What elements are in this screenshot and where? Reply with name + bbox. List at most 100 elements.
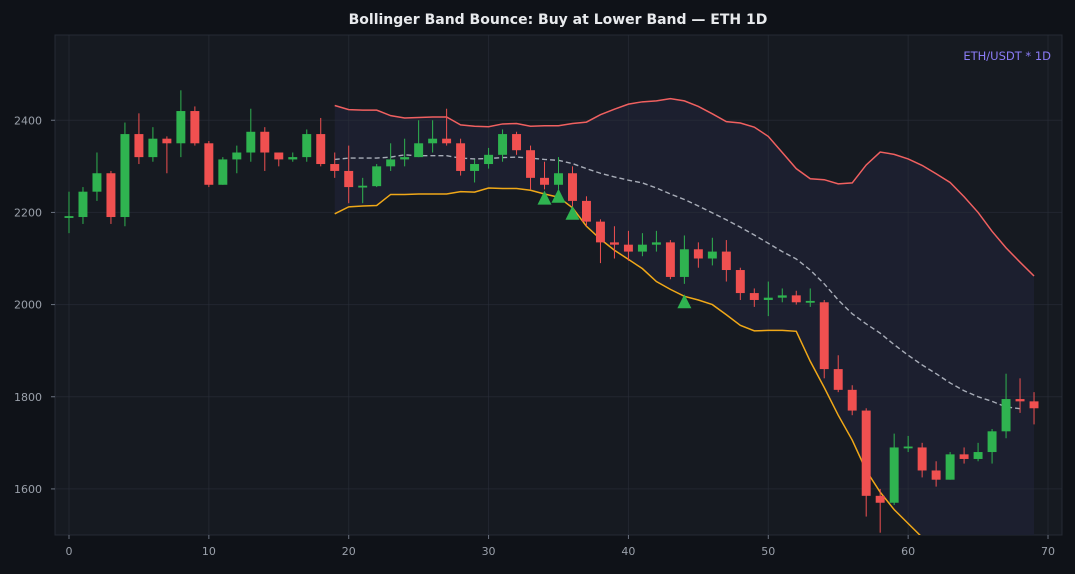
candle-up — [372, 164, 382, 188]
candle-down — [260, 127, 270, 171]
candle-body — [847, 389, 857, 411]
y-tick-label: 2000 — [14, 299, 42, 312]
candle-down — [959, 447, 969, 464]
candle-body — [232, 152, 242, 160]
candle-body — [707, 251, 717, 259]
candle-body — [302, 134, 312, 158]
y-tick-label: 1800 — [14, 391, 42, 404]
candle-body — [763, 297, 773, 300]
candle-body — [484, 154, 494, 165]
candle-body — [274, 152, 284, 160]
chart-title: Bollinger Band Bounce: Buy at Lower Band… — [349, 12, 768, 28]
candle-body — [330, 164, 340, 171]
bollinger-band-fill — [334, 98, 1035, 535]
candle-body — [973, 452, 983, 459]
candle-body — [1001, 399, 1011, 432]
candle-down — [526, 145, 536, 190]
candle-body — [889, 447, 899, 503]
candle-body — [176, 111, 186, 144]
candle-body — [959, 454, 969, 459]
candle-down — [162, 136, 172, 174]
x-tick-label: 20 — [342, 545, 356, 558]
candle-body — [386, 159, 396, 167]
candle-up — [218, 157, 228, 185]
candle-up — [64, 191, 74, 234]
candle-body — [693, 249, 703, 259]
candle-body — [875, 495, 885, 503]
candle-body — [456, 143, 466, 171]
y-tick-label: 2400 — [14, 114, 42, 127]
candle-body — [554, 173, 563, 185]
candle-up — [805, 288, 815, 307]
buy-signal-marker — [537, 190, 552, 205]
candle-up — [414, 120, 424, 158]
candle-up — [358, 177, 368, 204]
candle-down — [595, 219, 605, 264]
candle-body — [861, 410, 871, 496]
candle-body — [623, 244, 633, 252]
candle-body — [651, 242, 661, 245]
x-tick-label: 40 — [621, 545, 635, 558]
candle-body — [106, 173, 116, 218]
x-tick-label: 60 — [901, 545, 915, 558]
candle-up — [763, 281, 773, 317]
candle-down — [344, 145, 354, 204]
candle-body — [819, 302, 829, 370]
candle-body — [679, 249, 689, 277]
candle-body — [92, 173, 102, 192]
candle-down — [623, 230, 633, 261]
candle-up — [232, 145, 242, 174]
candle-down — [721, 240, 731, 282]
candle-body — [903, 446, 913, 449]
candle-body — [218, 159, 228, 185]
buy-signal-marker — [677, 294, 692, 309]
candle-down — [875, 488, 885, 533]
x-tick-label: 0 — [65, 545, 72, 558]
candle-down — [749, 288, 759, 307]
candle-down — [204, 140, 214, 188]
candle-down — [106, 170, 116, 224]
candle-up — [903, 435, 913, 453]
candle-body — [162, 138, 172, 144]
buy-signal-marker — [551, 188, 566, 203]
candle-body — [931, 470, 941, 480]
candle-body — [358, 185, 368, 188]
candle-down — [540, 161, 549, 190]
candle-body — [442, 138, 452, 144]
candle-body — [400, 157, 410, 160]
candle-body — [526, 150, 536, 178]
candle-down — [134, 113, 144, 165]
candle-down — [1029, 392, 1039, 425]
candle-body — [470, 164, 480, 171]
candle-up — [889, 433, 899, 506]
candle-body — [78, 191, 88, 218]
candle-up — [777, 288, 787, 303]
candle-body — [945, 454, 955, 480]
candle-body — [260, 131, 270, 153]
candle-down — [819, 299, 829, 379]
candle-down — [442, 108, 452, 146]
candle-body — [581, 200, 591, 222]
candle-body — [316, 134, 326, 165]
candle-up — [637, 233, 647, 257]
candle-body — [372, 166, 382, 187]
candle-down — [917, 442, 927, 478]
candle-up — [679, 235, 689, 284]
candle-body — [64, 216, 74, 218]
x-tick-label: 70 — [1041, 545, 1055, 558]
candle-down — [735, 267, 745, 300]
candle-up — [498, 129, 508, 162]
candle-body — [344, 170, 354, 188]
candle-down — [512, 131, 522, 155]
candle-down — [330, 152, 340, 178]
buy-signal-marker — [565, 205, 580, 220]
x-tick-label: 50 — [761, 545, 775, 558]
candle-body — [148, 138, 158, 158]
candle-down — [665, 240, 675, 280]
candle-up — [92, 152, 102, 201]
candle-down — [1015, 378, 1025, 413]
candle-body — [777, 295, 787, 298]
candle-body — [428, 138, 438, 144]
